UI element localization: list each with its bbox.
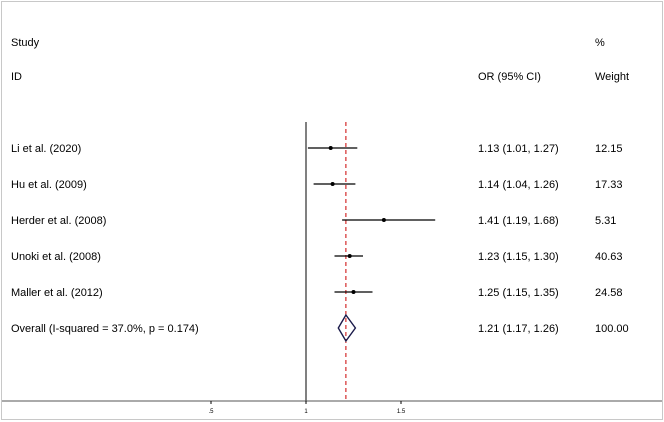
weight-value: 40.63 (595, 251, 623, 263)
study-rows: Li et al. (2020) 1.13 (1.01, 1.27) 12.15 Hu… (11, 143, 629, 343)
x-tick-label: .5 (208, 409, 214, 415)
study-label: Hu et al. (2009) (11, 179, 87, 191)
x-axis: .5 1 1.5 (2, 400, 662, 415)
or-ci-value: 1.25 (1.15, 1.35) (478, 287, 559, 299)
point-estimate (328, 146, 333, 150)
study-label: Li et al. (2020) (11, 143, 81, 155)
overall-row: Overall (I-squared = 37.0%, p = 0.174) 1.… (11, 313, 629, 343)
x-tick-label: 1 (304, 409, 308, 415)
header-percent: % (595, 37, 605, 49)
header-or-ci: OR (95% CI) (478, 71, 541, 83)
header-id: ID (11, 71, 22, 83)
study-row: Hu et al. (2009) 1.14 (1.04, 1.26) 17.33 (11, 179, 623, 191)
or-ci-value: 1.14 (1.04, 1.26) (478, 179, 559, 191)
header-study: Study (11, 37, 40, 49)
point-estimate (347, 254, 352, 258)
weight-value: 12.15 (595, 143, 623, 155)
study-label: Unoki et al. (2008) (11, 251, 101, 263)
or-ci-value: 1.13 (1.01, 1.27) (478, 143, 559, 155)
study-label: Maller et al. (2012) (11, 287, 103, 299)
plot-header: Study ID OR (95% CI) % Weight (11, 37, 629, 83)
weight-value: 17.33 (595, 179, 623, 191)
overall-diamond (337, 313, 357, 343)
or-ci-value: 1.41 (1.19, 1.68) (478, 215, 559, 227)
study-row: Herder et al. (2008) 1.41 (1.19, 1.68) 5.3… (11, 215, 616, 227)
point-estimate (381, 218, 386, 222)
overall-weight-value: 100.00 (595, 323, 629, 335)
weight-value: 24.58 (595, 287, 623, 299)
study-row: Unoki et al. (2008) 1.23 (1.15, 1.30) 40.6… (11, 251, 623, 263)
weight-value: 5.31 (595, 215, 616, 227)
point-estimate (351, 290, 356, 294)
study-row: Li et al. (2020) 1.13 (1.01, 1.27) 12.15 (11, 143, 623, 155)
overall-or-ci-value: 1.21 (1.17, 1.26) (478, 323, 559, 335)
overall-label: Overall (I-squared = 37.0%, p = 0.174) (11, 323, 199, 335)
point-estimate (330, 182, 335, 186)
study-label: Herder et al. (2008) (11, 215, 106, 227)
header-weight: Weight (595, 71, 629, 83)
or-ci-value: 1.23 (1.15, 1.30) (478, 251, 559, 263)
x-tick-label: 1.5 (397, 409, 406, 415)
study-row: Maller et al. (2012) 1.25 (1.15, 1.35) 24.… (11, 287, 623, 299)
axis-lines (305, 122, 347, 401)
